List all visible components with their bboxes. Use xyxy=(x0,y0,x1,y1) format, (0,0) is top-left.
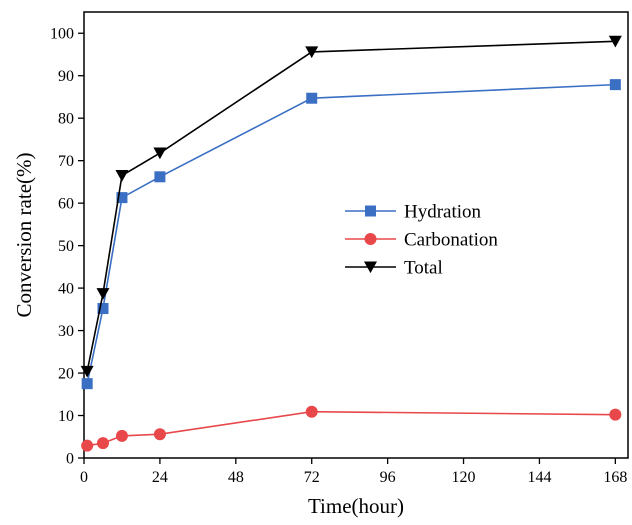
y-tick-label: 30 xyxy=(58,323,74,340)
total-data-point xyxy=(608,35,622,48)
hydration-data-point xyxy=(306,92,318,104)
y-tick-label: 20 xyxy=(58,366,74,383)
hydration-data-point xyxy=(97,302,109,314)
x-tick-label: 96 xyxy=(380,469,396,486)
y-tick-label: 60 xyxy=(58,196,74,213)
axis-ticks: 0 24 48 72 96 120 144 168 0 10 20 30 40 50 60 70 80 90 100 xyxy=(50,26,627,486)
series-layer xyxy=(80,35,622,452)
y-tick-label: 10 xyxy=(58,408,74,425)
carbonation-data-point xyxy=(115,429,128,442)
y-tick-label: 70 xyxy=(58,153,74,170)
x-tick-label: 168 xyxy=(603,469,627,486)
carbonation-data-point xyxy=(305,405,318,418)
hydration-series-line xyxy=(86,83,616,384)
carbonation-data-point xyxy=(609,408,622,421)
plot-frame xyxy=(83,11,629,459)
y-tick-label: 0 xyxy=(66,451,74,468)
x-tick-label: 0 xyxy=(80,469,88,486)
legend-label-carbonation: Carbonation xyxy=(404,230,498,251)
x-tick-label: 72 xyxy=(304,469,320,486)
total-data-point xyxy=(153,147,167,160)
carbonation-data-point xyxy=(96,437,109,450)
hydration-data-point xyxy=(154,171,166,183)
total-data-point xyxy=(96,288,110,300)
legend-marker-total xyxy=(364,261,377,274)
y-tick-label: 100 xyxy=(50,26,74,43)
y-tick-label: 80 xyxy=(58,111,74,128)
y-tick-label: 40 xyxy=(58,281,74,298)
legend: Hydration Carbonation Total xyxy=(345,202,498,279)
carbonation-data-point xyxy=(81,439,94,452)
hydration-data-point xyxy=(116,192,128,204)
legend-marker-hydration xyxy=(365,205,376,217)
y-tick-label: 90 xyxy=(58,68,74,85)
x-tick-label: 24 xyxy=(152,469,168,486)
y-tick-label: 50 xyxy=(58,238,74,255)
total-data-point xyxy=(80,365,94,378)
carbonation-series-line xyxy=(87,410,616,447)
x-tick-label: 48 xyxy=(228,469,244,486)
x-tick-label: 120 xyxy=(452,469,476,486)
legend-marker-carbonation xyxy=(364,233,377,245)
x-tick-label: 144 xyxy=(527,469,551,486)
total-data-point xyxy=(305,46,319,59)
hydration-data-point xyxy=(609,79,621,91)
total-data-point xyxy=(115,170,129,182)
legend-label-total: Total xyxy=(404,258,443,279)
y-axis-title: Conversion rate(%) xyxy=(12,152,36,317)
carbonation-data-point xyxy=(153,428,166,441)
hydration-data-point xyxy=(81,378,93,390)
total-series-line xyxy=(86,40,616,372)
legend-label-hydration: Hydration xyxy=(404,202,482,223)
x-axis-title: Time(hour) xyxy=(308,494,404,518)
